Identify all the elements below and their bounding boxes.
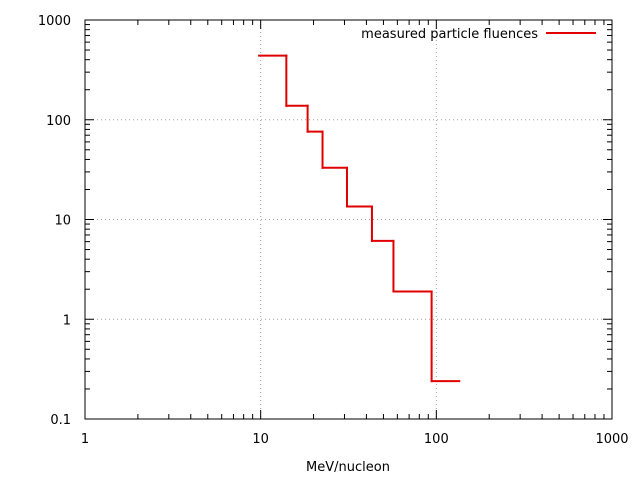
axis-ticks bbox=[84, 19, 613, 420]
series-layer bbox=[258, 54, 461, 383]
grid bbox=[85, 20, 612, 419]
series-measured-particle-fluences bbox=[258, 54, 461, 383]
x-tick-label: 1 bbox=[81, 432, 89, 447]
y-tick-label: 1 bbox=[63, 313, 71, 328]
x-tick-labels: 1 10 100 1000 bbox=[81, 432, 629, 447]
legend: measured particle fluences bbox=[361, 27, 596, 42]
y-tick-label: 0.1 bbox=[50, 413, 71, 428]
y-tick-label: 1000 bbox=[38, 14, 71, 29]
y-tick-labels: 0.1 1 10 100 1000 bbox=[38, 14, 71, 428]
x-axis-label: MeV/nucleon bbox=[306, 460, 390, 475]
y-tick-label: 100 bbox=[46, 114, 71, 129]
x-tick-label: 10 bbox=[252, 432, 269, 447]
plot-frame bbox=[84, 19, 613, 420]
x-tick-label: 1000 bbox=[595, 432, 628, 447]
legend-label: measured particle fluences bbox=[361, 27, 538, 42]
x-tick-label: 100 bbox=[424, 432, 449, 447]
y-tick-label: 10 bbox=[54, 214, 71, 229]
